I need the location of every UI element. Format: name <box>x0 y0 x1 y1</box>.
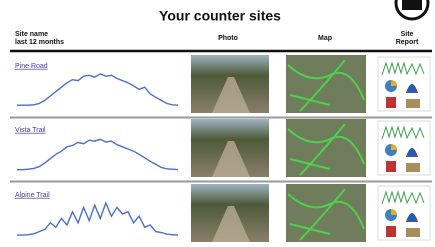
column-header: Report <box>396 39 419 46</box>
page: {"header": {"title": "Your counter sites… <box>0 0 435 242</box>
sparkline <box>17 74 178 105</box>
report-box <box>406 163 420 172</box>
sparkline <box>17 203 178 235</box>
site-link[interactable]: Vista Trail <box>15 127 46 134</box>
site-photo <box>191 119 269 177</box>
column-header: Site <box>401 31 414 38</box>
report-bar <box>386 161 396 172</box>
report-bar <box>386 97 396 108</box>
site-link[interactable]: Pine Road <box>15 63 48 70</box>
site-map <box>286 55 366 113</box>
report-box <box>406 99 420 108</box>
sparkline <box>17 139 178 169</box>
logo <box>396 0 428 19</box>
site-photo <box>191 184 269 242</box>
report-bar <box>386 226 396 237</box>
site-photo <box>191 55 269 113</box>
report-icon[interactable] <box>378 186 430 240</box>
site-map <box>286 184 366 242</box>
column-header: last 12 months <box>15 39 64 46</box>
site-map <box>286 119 366 177</box>
column-header: Photo <box>218 35 238 42</box>
column-header: Map <box>318 35 332 42</box>
column-header: Site name <box>15 31 48 38</box>
report-box <box>406 228 420 237</box>
report-icon[interactable] <box>378 121 430 175</box>
page-title: Your counter sites <box>159 8 281 24</box>
site-link[interactable]: Alpine Trail <box>15 192 50 199</box>
report-icon[interactable] <box>378 57 430 111</box>
